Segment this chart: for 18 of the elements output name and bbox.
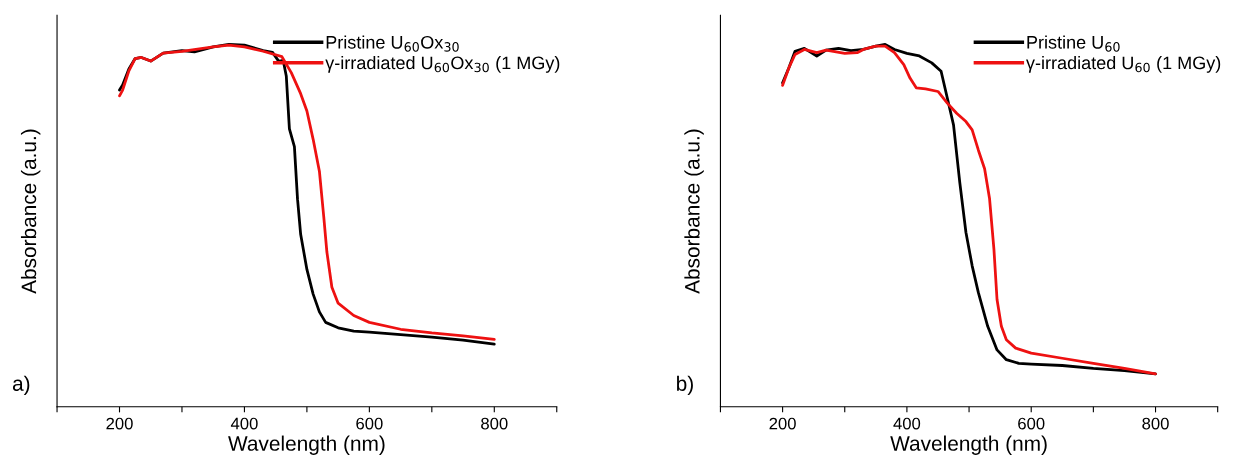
- x-tick-label: 800: [1142, 417, 1169, 430]
- x-axis-title: Wavelength (nm): [228, 435, 385, 455]
- x-tick-label: 600: [356, 417, 383, 430]
- y-axis-title: Absorbance (a.u.): [684, 129, 704, 294]
- x-tick-label: 400: [230, 417, 258, 430]
- x-tick-label: 800: [481, 417, 508, 430]
- x-axis-title: Wavelength (nm): [890, 435, 1047, 455]
- legend-label: γ-irradiated U$_{60}$ (1 MGy): [1026, 55, 1221, 73]
- legend-label: Pristine U$_{60}$Ox$_{30}$: [326, 35, 459, 52]
- text: b): [677, 375, 693, 396]
- legend-label: Pristine U$_{60}$: [1027, 35, 1120, 52]
- legend-label: γ-irradiated U$_{60}$Ox$_{30}$ (1 MGy): [325, 55, 560, 73]
- x-tick-label: 600: [1018, 417, 1045, 430]
- text: a): [12, 375, 30, 396]
- x-tick-label: 400: [893, 417, 921, 430]
- x-tick-label: 200: [769, 417, 796, 430]
- y-axis-title: Absorbance (a.u.): [20, 129, 41, 294]
- x-tick-label: 200: [106, 417, 133, 430]
